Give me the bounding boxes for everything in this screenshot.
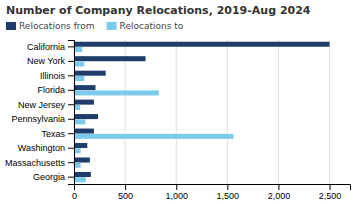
x-tick: 1,500 [217, 184, 240, 201]
x-tick: 500 [118, 184, 133, 201]
y-tick: Massachusetts [5, 158, 74, 168]
y-tick: New York [27, 56, 74, 66]
legend-label: Relocations from [19, 21, 95, 31]
grid-line [278, 40, 279, 184]
bar [74, 157, 90, 162]
bar [74, 100, 94, 105]
x-tick-mark [125, 184, 126, 190]
bar [74, 143, 87, 148]
y-tick-mark [68, 46, 74, 47]
legend-swatch [6, 22, 16, 30]
y-tick: Texas [41, 129, 74, 139]
grid-line [125, 40, 126, 184]
y-tick-mark [68, 133, 74, 134]
bar [74, 90, 159, 95]
x-tick: 2,000 [268, 184, 291, 201]
y-tick-mark [68, 104, 74, 105]
bar [74, 85, 95, 90]
grid [74, 40, 330, 184]
y-tick-label: Illinois [40, 71, 66, 81]
bar [74, 71, 106, 76]
bar [74, 129, 94, 134]
x-tick-mark [330, 184, 331, 190]
y-tick: Washington [18, 143, 74, 153]
bar [74, 42, 330, 47]
bar [74, 177, 86, 182]
legend: Relocations from Relocations to [6, 21, 184, 31]
x-tick-label: 1,500 [217, 191, 240, 201]
title: Number of Company Relocations, 2019-Aug … [6, 4, 311, 17]
series [74, 42, 330, 177]
x-tick: 0 [72, 184, 77, 201]
y-tick-label: New York [27, 56, 66, 66]
bars [74, 42, 330, 183]
plot: 0 500 1,000 1,500 2,000 2,500 California New Yo… [5, 40, 351, 201]
y-tick-mark [68, 162, 74, 163]
y-axis: California New York Illinois Florida New Jer… [5, 41, 75, 185]
bar [74, 56, 146, 61]
x-tick-mark [176, 184, 177, 190]
legend-swatch [107, 22, 117, 30]
y-tick-label: Pennsylvania [11, 114, 65, 124]
bar [74, 47, 82, 52]
y-tick-label: Texas [41, 129, 65, 139]
grid-line [176, 40, 177, 184]
x-tick-label: 500 [118, 191, 133, 201]
y-tick-label: Georgia [33, 172, 65, 182]
y-tick: Florida [37, 85, 74, 95]
y-tick: California [27, 42, 74, 52]
x-tick: 2,500 [319, 184, 342, 201]
x-tick-label: 0 [72, 191, 77, 201]
y-tick: New Jersey [18, 100, 74, 110]
legend-item: Relocations to [107, 21, 184, 31]
y-tick-label: California [27, 42, 65, 52]
y-tick: Pennsylvania [11, 114, 74, 124]
x-axis: 0 500 1,000 1,500 2,000 2,500 [72, 184, 351, 201]
x-tick-mark [227, 184, 228, 190]
y-tick-label: Washington [18, 143, 65, 153]
series [74, 47, 233, 182]
y-tick-mark [68, 61, 74, 62]
y-tick-mark [68, 75, 74, 76]
y-tick-label: Florida [37, 85, 65, 95]
bar [74, 61, 84, 66]
bar [74, 76, 84, 81]
bar [74, 114, 98, 119]
y-tick-mark [68, 90, 74, 91]
chart: Number of Company Relocations, 2019-Aug … [0, 0, 364, 204]
grid-line [227, 40, 228, 184]
y-tick-label: Massachusetts [5, 158, 66, 168]
legend-item: Relocations from [6, 21, 95, 31]
x-tick-label: 1,000 [165, 191, 188, 201]
y-tick-mark [68, 119, 74, 120]
bar [74, 134, 233, 139]
bar [74, 119, 85, 124]
grid-line [329, 40, 330, 184]
x-tick-mark [278, 184, 279, 190]
y-tick: Georgia [33, 172, 74, 182]
y-axis-line [68, 41, 75, 185]
x-tick-label: 2,500 [319, 191, 342, 201]
y-tick-label: New Jersey [18, 100, 66, 110]
legend-label: Relocations to [120, 21, 184, 31]
y-tick-mark [68, 177, 74, 178]
y-tick: Illinois [40, 71, 74, 81]
x-tick-label: 2,000 [268, 191, 291, 201]
y-tick-mark [68, 148, 74, 149]
bar [74, 172, 91, 177]
x-tick: 1,000 [165, 184, 188, 201]
x-axis-line [75, 185, 351, 191]
